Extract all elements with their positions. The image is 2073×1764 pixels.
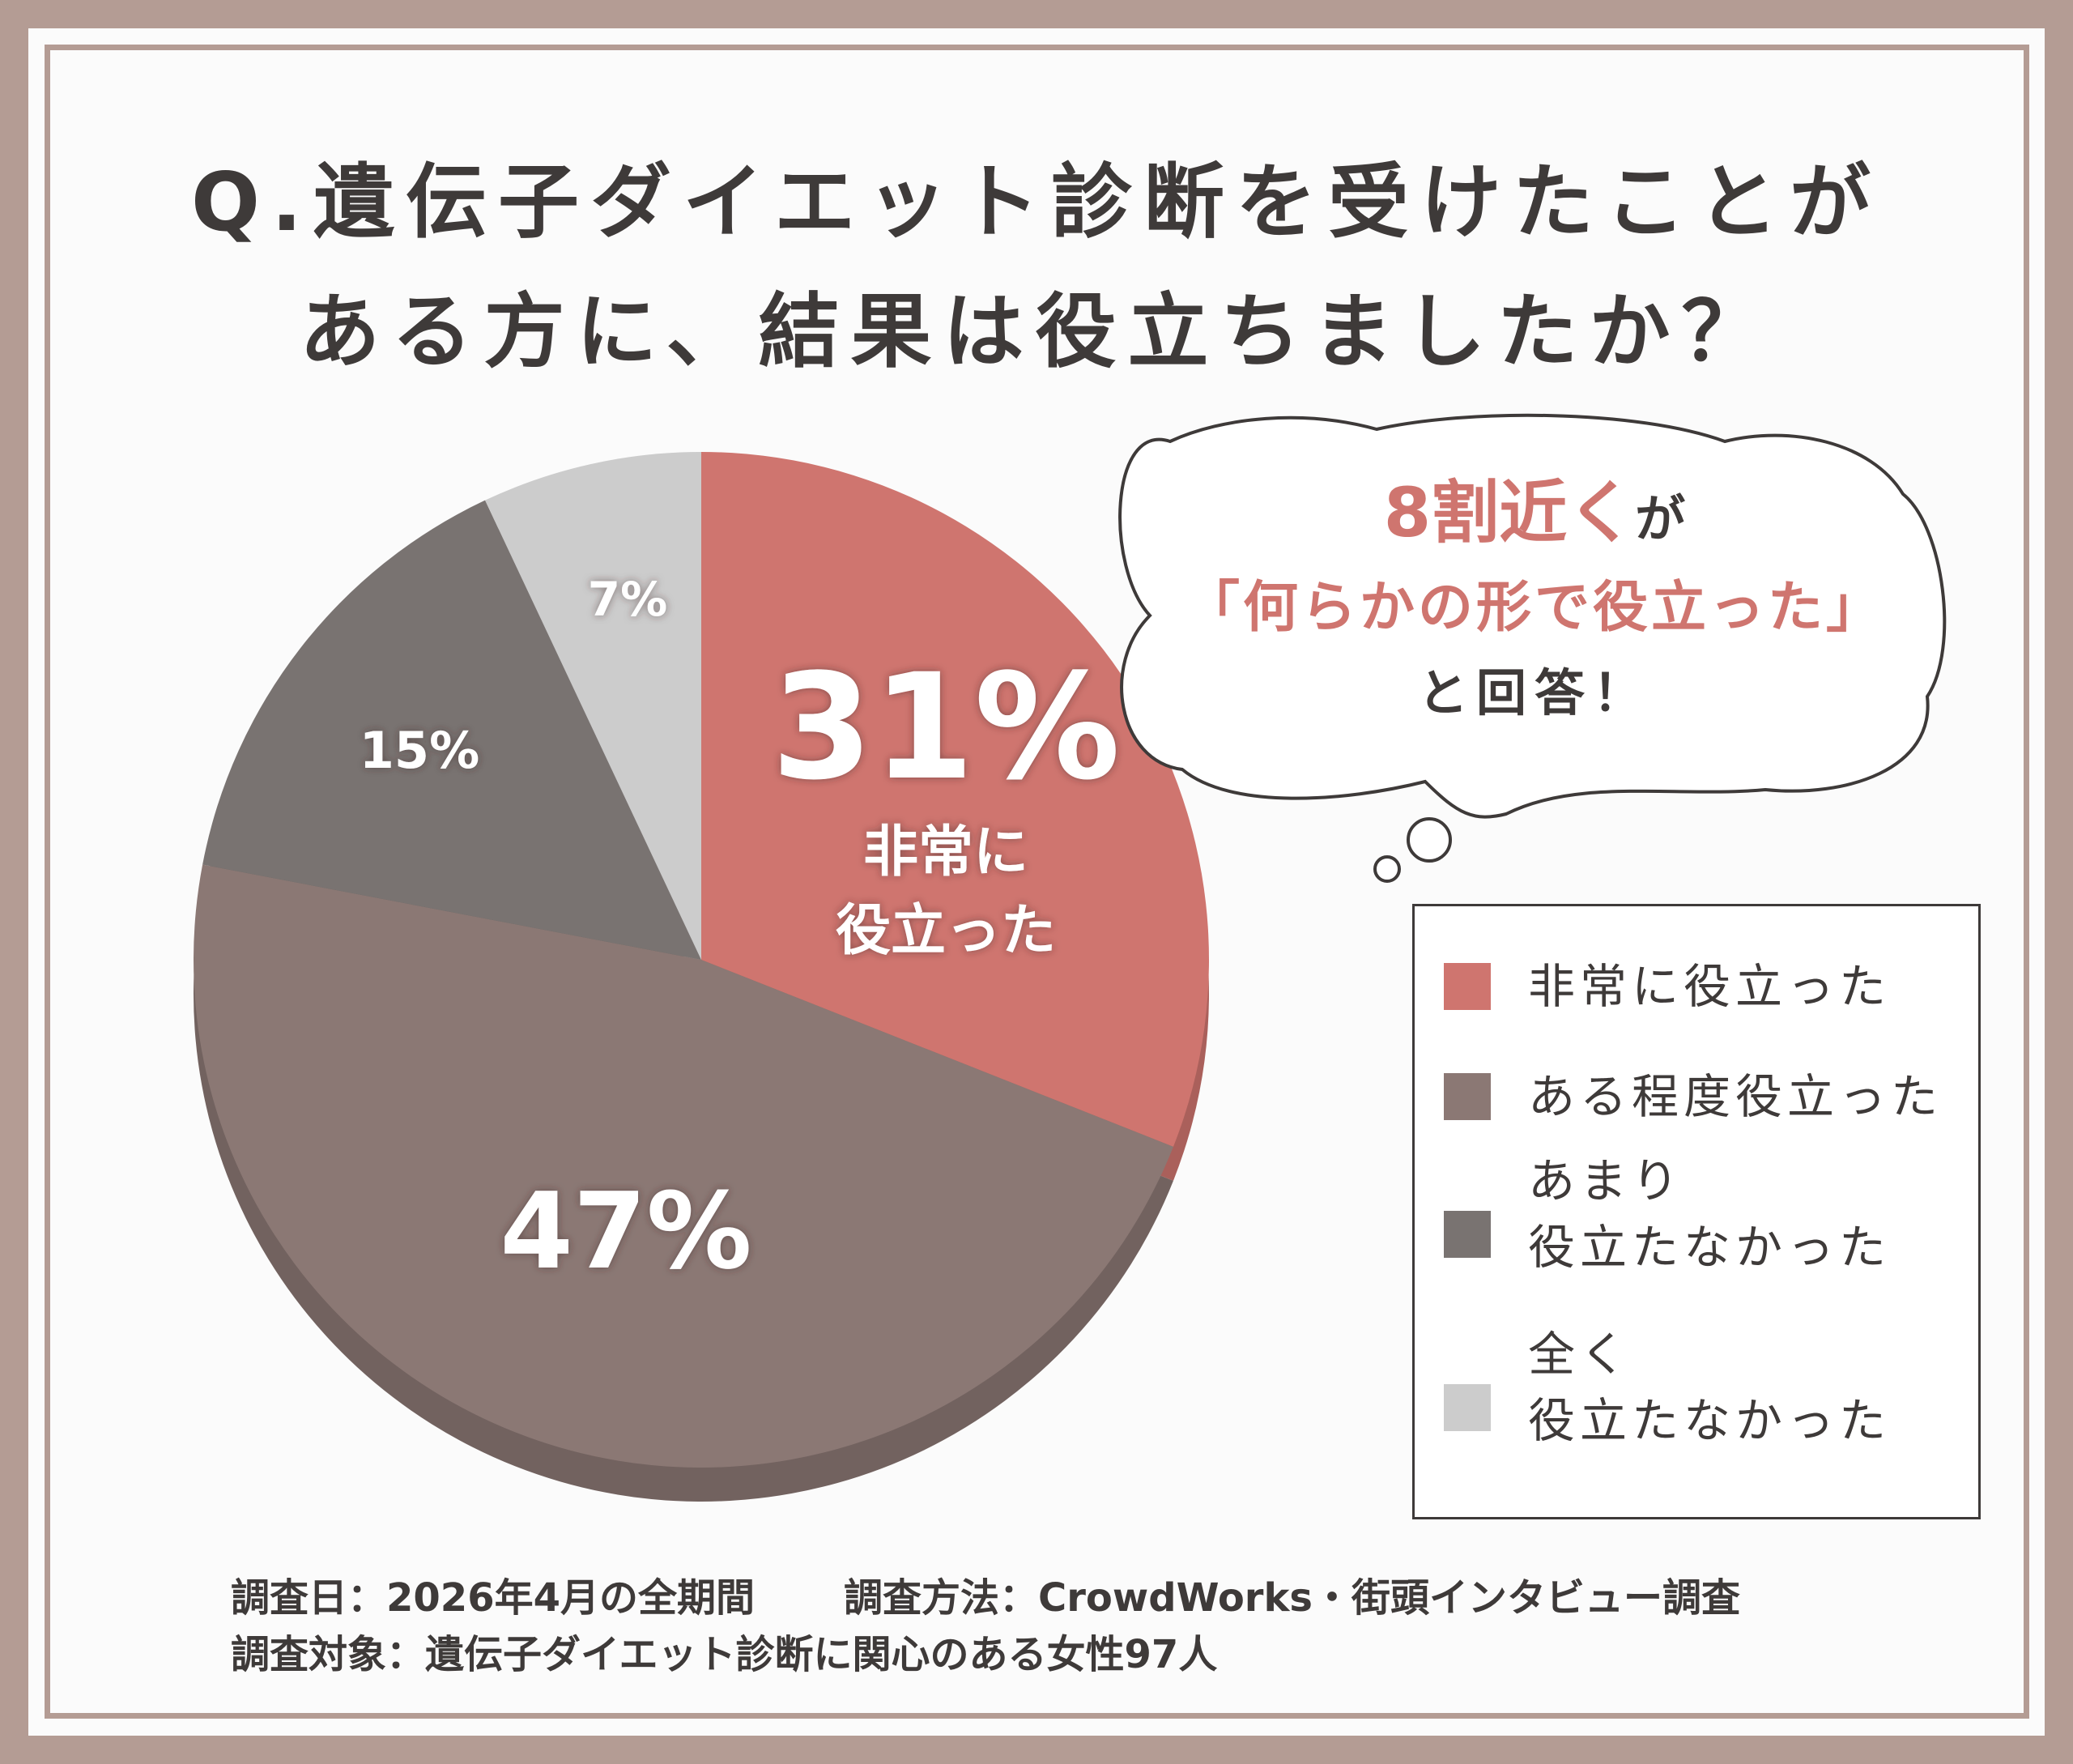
footer-line-1: 調査日：2026年4月の全期間 調査方法：CrowdWorks・街頭インタビュー調… (231, 1570, 1740, 1626)
pie-labels: 31% 非常に 役立った 47% 15% 7% (360, 572, 1121, 1293)
survey-date: 調査日：2026年4月の全期間 (231, 1575, 755, 1621)
slice-annotation-0-line2: 役立った (836, 899, 1056, 963)
pie-slice-3 (485, 452, 701, 960)
survey-method: 調査方法：CrowdWorks・街頭インタビュー調査 (844, 1575, 1740, 1621)
chart-title: Q.遺伝子ダイエット診断を受けたことが ある方に、結果は役立ちましたか？ (0, 138, 2073, 397)
callout-line-3: と回答！ (1417, 663, 1651, 722)
slice-label-1: 47% (500, 1170, 751, 1293)
slice-annotation-0: 非常に (863, 820, 1028, 884)
pie-slice-0 (701, 452, 1209, 1147)
legend-label-3: 全く 役立たなかった (1528, 1327, 1892, 1448)
pie-slices (194, 452, 1209, 1468)
legend-swatch-1 (1444, 1073, 1491, 1120)
slice-label-2: 15% (360, 721, 479, 780)
thought-bubble (1118, 413, 1947, 883)
legend-label-2: あまり 役立たなかった (1528, 1153, 1892, 1275)
footer: 調査日：2026年4月の全期間 調査方法：CrowdWorks・街頭インタビュー調… (231, 1570, 1740, 1683)
legend-swatch-0 (1444, 963, 1491, 1010)
callout-line-2: 「何らかの形で役立った」 (1184, 576, 1884, 640)
title-line-2: ある方に、結果は役立ちましたか？ (299, 284, 1774, 379)
slice-label-3: 7% (588, 572, 667, 627)
inner-frame (45, 45, 2029, 1719)
callout-line-1: 8割近くが (1109, 468, 1960, 564)
pie-slice-2 (202, 500, 701, 960)
callout-suffix: が (1635, 489, 1686, 548)
survey-target: 調査対象：遺伝子ダイエット診断に関心のある女性97人 (231, 1632, 1218, 1677)
legend-swatch-3 (1444, 1384, 1491, 1431)
legend-label-1: ある程度役立った (1528, 1069, 1943, 1124)
callout-text: 8割近くが 「何らかの形で役立った」 と回答！ (1109, 468, 1960, 734)
slice-label-0: 31% (772, 643, 1121, 812)
legend-swatch-2 (1444, 1211, 1491, 1258)
pie-slice-1 (194, 864, 1173, 1468)
legend-label-0: 非常に役立った (1528, 959, 1892, 1014)
title-line-1: Q.遺伝子ダイエット診断を受けたことが (191, 155, 1882, 249)
callout-highlight: 8割近く (1383, 473, 1636, 552)
legend: 非常に役立った ある程度役立った あまり 役立たなかった 全く 役立たなかった (1412, 904, 1981, 1519)
